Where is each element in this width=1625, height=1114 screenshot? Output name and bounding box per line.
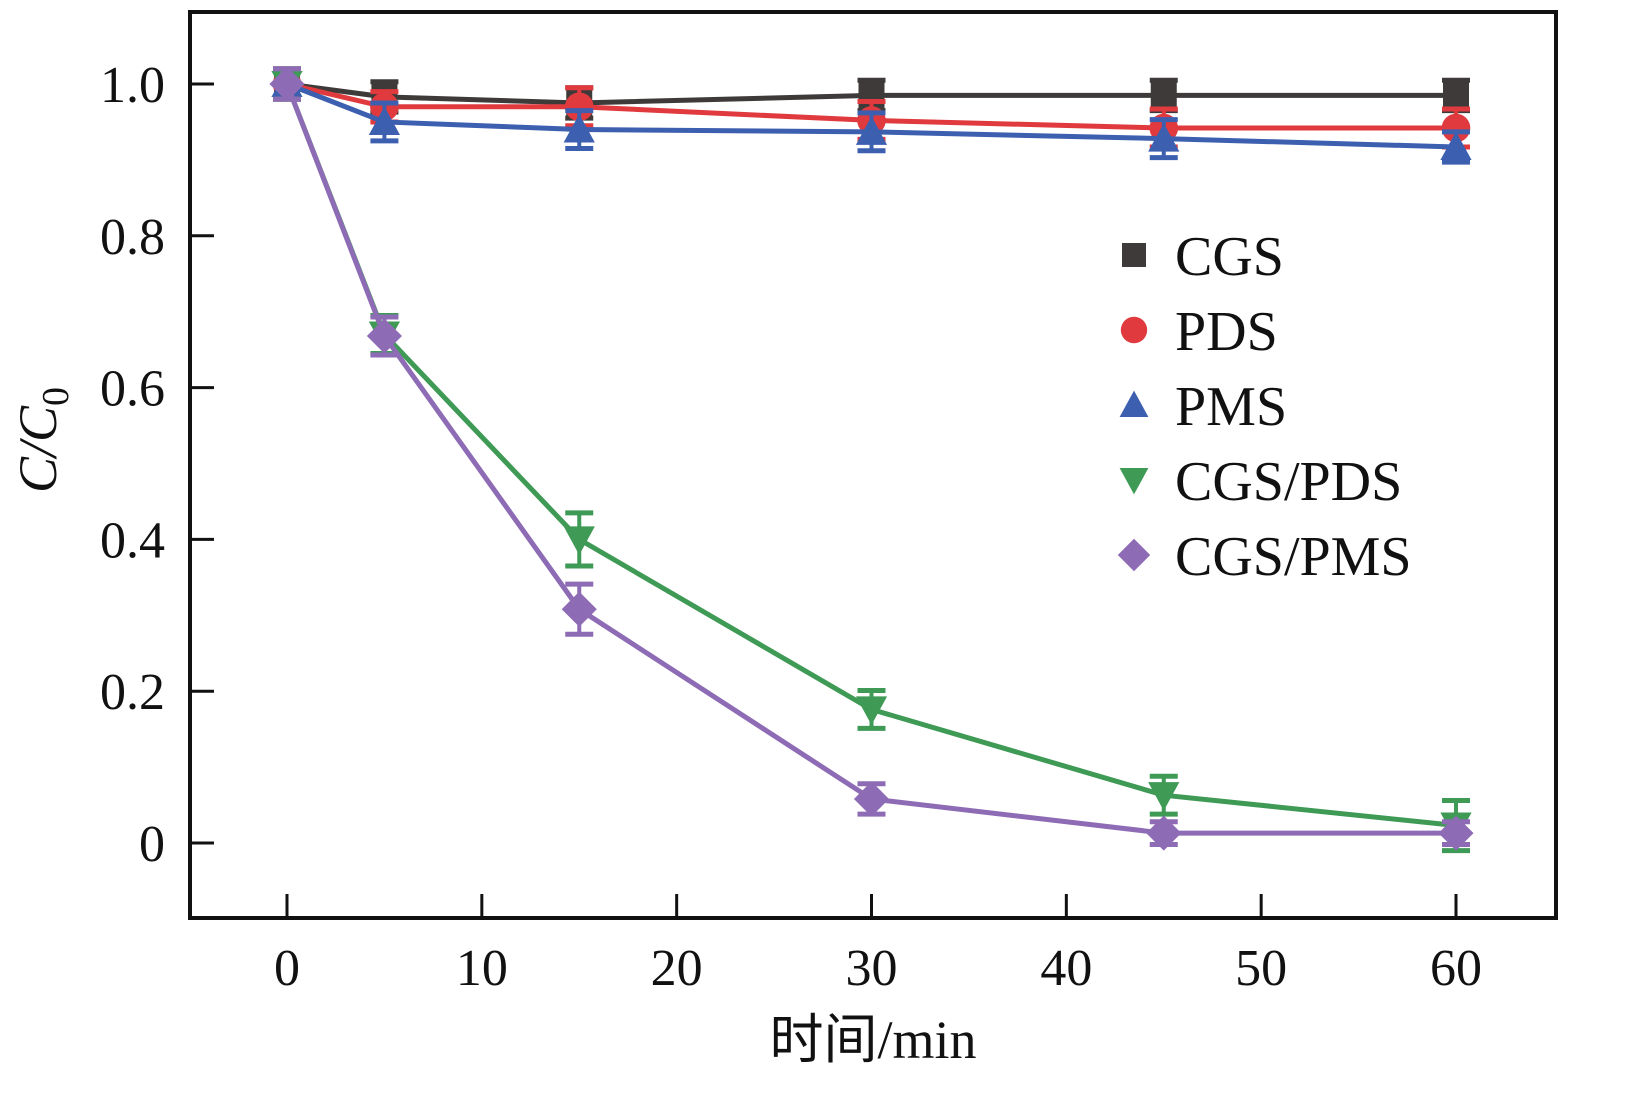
- y-axis-title-main: C/C: [8, 405, 68, 493]
- x-tick-label: 10: [456, 940, 508, 997]
- data-point-pms: [1440, 131, 1472, 160]
- data-point-cgs-pms: [366, 318, 402, 354]
- data-point-cgs: [1150, 82, 1177, 109]
- legend-marker-cgs-pds: [1119, 468, 1149, 495]
- legend-label-cgs-pms: CGS/PMS: [1175, 526, 1412, 588]
- series-layer: [269, 66, 1474, 854]
- x-tick-label: 0: [274, 940, 300, 997]
- y-tick-label: 0.2: [100, 664, 165, 721]
- y-tick-label: 0: [139, 816, 165, 873]
- y-axis-title: C/C0: [8, 387, 77, 493]
- y-axis-ticks: 0 0.2 0.4 0.6 0.8 1.0: [100, 57, 214, 873]
- legend-item-cgs: CGS: [1122, 226, 1284, 288]
- y-tick-label: 0.6: [100, 361, 165, 418]
- data-point-pms: [855, 116, 888, 145]
- x-tick-label: 50: [1235, 940, 1287, 997]
- legend-item-cgs-pds: CGS/PDS: [1119, 451, 1402, 513]
- data-point-pms: [563, 113, 595, 143]
- data-point-cgs-pms: [853, 781, 890, 817]
- data-point-cgs-pms: [269, 66, 305, 102]
- legend-marker-cgs: [1122, 243, 1146, 267]
- y-tick-label: 0.4: [100, 512, 165, 569]
- legend-marker-cgs-pms: [1117, 538, 1151, 572]
- data-point-pds: [1441, 113, 1471, 143]
- series-line-cgs: [286, 81, 1456, 106]
- legend-label-pms: PMS: [1175, 376, 1287, 438]
- data-point-pms: [368, 106, 401, 135]
- legend: CGS PDS PMS CGS/PDS CGS/PMS: [1117, 226, 1412, 588]
- legend-label-cgs: CGS: [1175, 226, 1284, 288]
- data-point-cgs-pds: [855, 696, 888, 726]
- data-point-cgs-pms: [1438, 815, 1474, 851]
- x-tick-label: 40: [1040, 940, 1092, 997]
- x-axis-title: 时间/min: [769, 1010, 976, 1070]
- x-tick-label: 20: [651, 940, 703, 997]
- legend-item-pms: PMS: [1119, 376, 1287, 438]
- data-point-cgs-pds: [563, 526, 595, 555]
- legend-item-pds: PDS: [1120, 301, 1278, 363]
- data-point-cgs-pms: [1146, 815, 1182, 851]
- y-tick-label: 1.0: [100, 57, 165, 114]
- series-line-pms: [286, 81, 1457, 150]
- data-point-cgs-pds: [1148, 782, 1180, 811]
- x-tick-label: 30: [846, 940, 898, 997]
- series-line-cgs-pms: [284, 83, 1456, 836]
- data-point-pms: [1148, 123, 1180, 152]
- y-axis-title-subscript: 0: [35, 387, 77, 406]
- data-point-cgs-pms: [561, 591, 597, 627]
- x-tick-label: 60: [1430, 940, 1482, 997]
- legend-label-cgs-pds: CGS/PDS: [1175, 451, 1402, 513]
- data-point-cgs: [1443, 82, 1469, 109]
- svg-text:C/C0: C/C0: [8, 387, 77, 493]
- legend-item-cgs-pms: CGS/PMS: [1117, 526, 1412, 588]
- series-cgs-pms: [269, 66, 1474, 851]
- series-cgs: [273, 66, 1470, 121]
- series-line-pds: [286, 81, 1456, 131]
- x-axis-ticks: 0 10 20 30 40 50 60: [274, 894, 1482, 997]
- y-tick-label: 0.8: [100, 209, 165, 266]
- legend-marker-pms: [1119, 390, 1149, 417]
- data-point-pds: [564, 92, 594, 122]
- legend-marker-pds: [1120, 316, 1148, 344]
- legend-label-pds: PDS: [1175, 301, 1278, 363]
